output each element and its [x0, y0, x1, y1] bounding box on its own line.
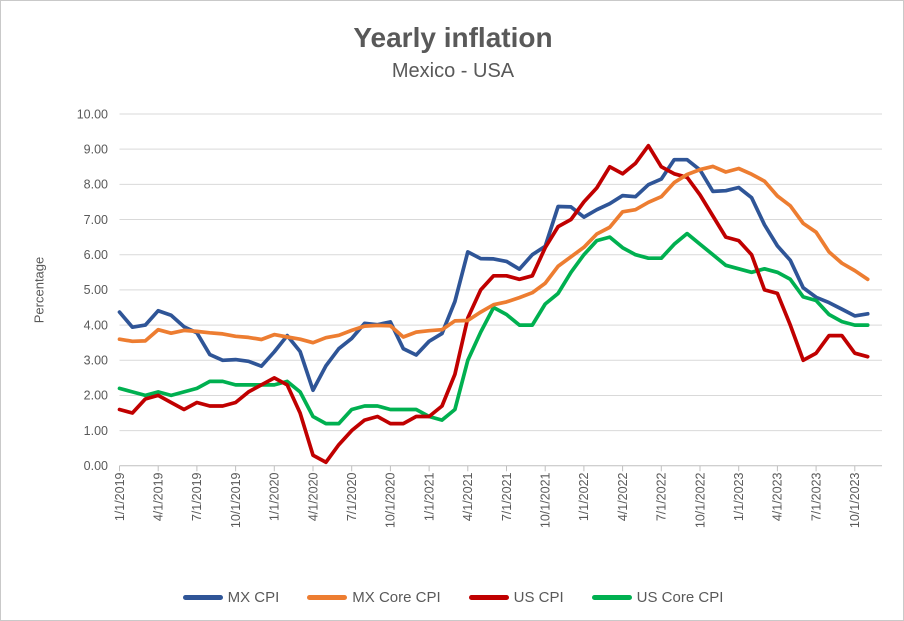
- y-tick-label: 10.00: [77, 107, 108, 121]
- chart-subtitle: Mexico - USA: [391, 60, 515, 82]
- x-tick-label: 4/1/2019: [152, 472, 166, 521]
- legend-item-us-cpi: US CPI: [468, 588, 564, 606]
- x-tick-label: 10/1/2022: [693, 472, 707, 528]
- x-tick-label: 4/1/2022: [616, 472, 630, 521]
- x-tick-label: 10/1/2021: [539, 472, 553, 528]
- legend-label: US Core CPI: [636, 588, 724, 606]
- x-tick-label: 1/1/2023: [732, 472, 746, 521]
- legend: MX CPI MX Core CPI US CPI US Core CPI: [1, 584, 903, 610]
- x-tick-label: 4/1/2023: [771, 472, 785, 521]
- series-line-mx-cpi: [117, 157, 870, 393]
- x-tick-label: 10/1/2023: [848, 472, 862, 528]
- x-tick-label: 7/1/2019: [190, 472, 204, 521]
- y-tick-label: 2.00: [84, 389, 108, 403]
- y-tick-label: 9.00: [84, 142, 108, 156]
- x-tick-label: 7/1/2020: [345, 472, 359, 521]
- legend-label: MX Core CPI: [352, 588, 441, 606]
- legend-line-swatch: [591, 594, 632, 600]
- y-tick-label: 7.00: [84, 213, 108, 227]
- x-tick-label: 7/1/2023: [809, 472, 823, 521]
- x-tick-label: 4/1/2020: [306, 472, 320, 521]
- legend-label: MX CPI: [227, 588, 280, 606]
- y-tick-label: 3.00: [84, 354, 108, 368]
- x-tick-label: 10/1/2019: [229, 472, 243, 528]
- y-tick-label: 5.00: [84, 283, 108, 297]
- x-tick-label: 1/1/2019: [113, 472, 127, 521]
- x-tick-label: 1/1/2022: [577, 472, 591, 521]
- legend-item-us-core-cpi: US Core CPI: [591, 588, 724, 606]
- legend-line-swatch: [307, 594, 348, 600]
- y-tick-label: 1.00: [84, 424, 108, 438]
- y-tick-label: 0.00: [84, 459, 108, 473]
- x-tick-label: 1/1/2021: [422, 472, 436, 521]
- series-line-us-cpi: [117, 143, 870, 465]
- series-line-mx-core-cpi: [117, 164, 870, 345]
- x-tick-label: 7/1/2021: [500, 472, 514, 521]
- x-tick-label: 4/1/2021: [461, 472, 475, 521]
- legend-label: US CPI: [513, 588, 564, 606]
- y-tick-label: 6.00: [84, 248, 108, 262]
- y-tick-label: 4.00: [84, 318, 108, 332]
- legend-item-mx-core-cpi: MX Core CPI: [307, 588, 441, 606]
- legend-line-swatch: [182, 594, 223, 600]
- chart-title: Yearly inflation: [353, 22, 553, 53]
- y-tick-label: 8.00: [84, 178, 108, 192]
- series-line-us-core-cpi: [117, 231, 870, 426]
- x-tick-label: 7/1/2022: [655, 472, 669, 521]
- legend-item-mx-cpi: MX CPI: [182, 588, 280, 606]
- legend-line-swatch: [468, 594, 509, 600]
- x-tick-label: 10/1/2020: [384, 472, 398, 528]
- x-tick-label: 1/1/2020: [268, 472, 282, 521]
